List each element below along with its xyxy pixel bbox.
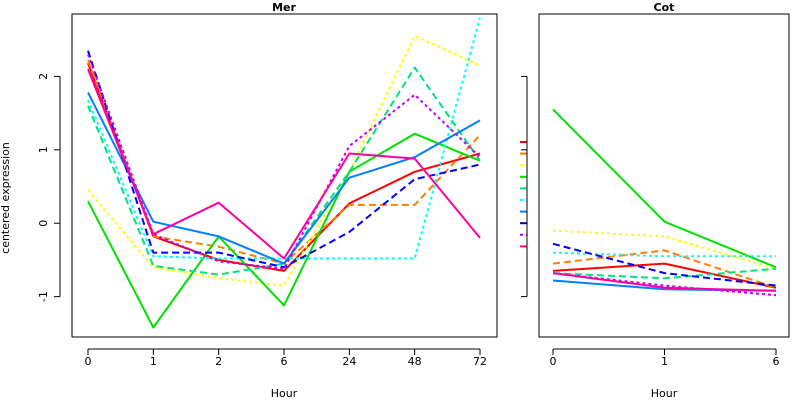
panel-mer-axes: 0 1 2 6 24 48 72 -1 0 1 2 — [37, 73, 487, 368]
panel-cot-series-line-8 — [552, 242, 777, 287]
panel-mer-x-tick-label: 1 — [150, 355, 157, 368]
panel-mer-y-tick-label: 2 — [37, 73, 50, 80]
panel-mer-series-line-8 — [87, 50, 481, 269]
panel-mer-x-tick-label: 72 — [473, 355, 487, 368]
panel-mer-plot-border — [71, 13, 498, 338]
panel-mer-y-tick-label: -1 — [37, 291, 50, 302]
panel-mer-x-tick-label: 24 — [342, 355, 356, 368]
panel-cot-axes: 0 1 6 — [521, 75, 780, 368]
panel-mer-series-line-7 — [87, 92, 481, 265]
panel-cot-series-line-4 — [552, 108, 777, 269]
panel-mer-series-line-10 — [87, 68, 481, 260]
legend-keys — [520, 141, 527, 248]
panel-mer-x-axis-title: Hour — [271, 387, 298, 400]
y-axis-title: centered expression — [0, 142, 12, 254]
panel-mer-x-tick-label: 6 — [281, 355, 288, 368]
panel-cot-title: Cot — [654, 1, 675, 14]
panel-mer-series-line-6 — [87, 17, 481, 260]
panel-cot: Cot Hour 0 1 6 — [521, 1, 790, 400]
panel-mer: Mer Hour 0 1 2 6 24 48 72 -1 0 1 2 — [37, 1, 498, 400]
panel-mer-series — [87, 17, 481, 329]
panel-cot-series-line-5 — [552, 267, 777, 280]
panel-cot-x-tick-label: 0 — [550, 355, 557, 368]
panel-mer-series-line-5 — [87, 66, 481, 276]
panel-mer-x-tick-label: 0 — [85, 355, 92, 368]
panel-cot-x-tick-label: 6 — [773, 355, 780, 368]
panel-mer-y-tick-label: 1 — [37, 146, 50, 153]
panel-mer-series-line-9 — [87, 54, 481, 270]
panel-mer-title: Mer — [272, 1, 296, 14]
panel-cot-x-axis-title: Hour — [651, 387, 678, 400]
panel-cot-series-line-9 — [552, 272, 777, 297]
panel-cot-series-line-10 — [552, 272, 777, 292]
panel-cot-x-tick-label: 1 — [661, 355, 668, 368]
panel-mer-x-tick-label: 48 — [408, 355, 422, 368]
panel-cot-series-line-1 — [552, 262, 777, 289]
panel-cot-series-line-2 — [552, 249, 777, 289]
panel-cot-series — [552, 108, 777, 297]
panel-cot-series-line-3 — [552, 229, 777, 270]
panel-mer-y-tick-label: 0 — [37, 220, 50, 227]
panel-mer-x-tick-label: 2 — [215, 355, 222, 368]
panel-cot-plot-border — [538, 13, 790, 338]
panel-mer-series-line-4 — [87, 132, 481, 329]
